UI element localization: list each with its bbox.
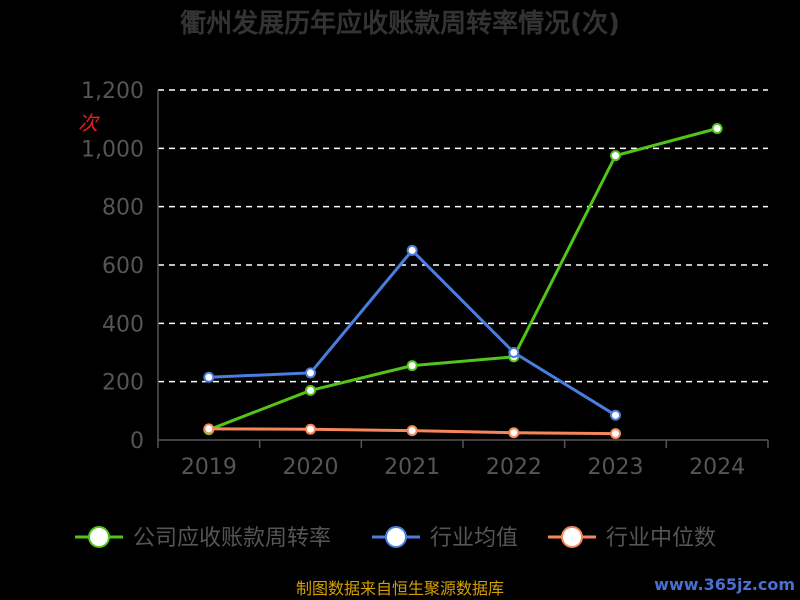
legend-item-0[interactable]: 公司应收账款周转率 [75, 526, 331, 551]
data-point-2-2019[interactable] [203, 423, 215, 435]
legend-swatch-marker [88, 526, 110, 548]
source-note: 制图数据来自恒生聚源数据库 [296, 579, 504, 598]
chart-title: 衢州发展历年应收账款周转率情况(次) [180, 8, 620, 39]
x-tick-label-2020: 2020 [283, 455, 339, 480]
legend-item-1[interactable]: 行业均值 [372, 526, 518, 551]
data-point-2-2021[interactable] [406, 425, 418, 437]
series-line-0 [208, 127, 718, 432]
unit-mark: 次 [78, 111, 100, 135]
series-group [203, 123, 723, 440]
y-tick-label-6: 1,200 [81, 79, 144, 104]
legend-item-2[interactable]: 行业中位数 [548, 526, 716, 551]
grid-lines [158, 89, 768, 383]
y-tick-label-3: 600 [102, 254, 144, 279]
x-axis-ticks: 2019 2020 2021 2022 2023 2024 [181, 455, 745, 480]
x-tick-label-2021: 2021 [384, 455, 440, 480]
data-point-1-2023[interactable] [610, 409, 621, 421]
y-axis-ticks: 0 200 400 600 800 1,000 1,200 [81, 79, 144, 454]
data-point-0-2023[interactable] [610, 150, 621, 162]
y-tick-label-5: 1,000 [81, 137, 144, 162]
data-point-0-2020[interactable] [305, 384, 316, 396]
data-point-0-2024[interactable] [711, 123, 723, 134]
data-point-2-2022[interactable] [508, 427, 520, 439]
data-point-1-2021[interactable] [406, 244, 418, 256]
legend-swatch-marker [561, 526, 583, 548]
data-point-2-2023[interactable] [610, 428, 621, 440]
legend-label: 行业均值 [430, 526, 518, 551]
legend[interactable]: 公司应收账款周转率 行业均值 行业中位数 [75, 526, 716, 551]
x-tick-label-2022: 2022 [486, 455, 542, 480]
data-point-1-2020[interactable] [305, 367, 316, 379]
data-point-0-2021[interactable] [406, 360, 418, 372]
data-point-2-2020[interactable] [305, 423, 316, 435]
x-tick-label-2023: 2023 [588, 455, 644, 480]
data-point-1-2022[interactable] [508, 347, 520, 358]
y-tick-label-1: 200 [102, 371, 144, 396]
x-tick-label-2019: 2019 [181, 455, 237, 480]
legend-label: 公司应收账款周转率 [133, 526, 331, 551]
watermark: www.365jz.com [654, 575, 795, 594]
legend-label: 行业中位数 [606, 526, 716, 551]
y-tick-label-0: 0 [130, 429, 144, 454]
axes [157, 90, 769, 448]
y-tick-label-4: 800 [102, 196, 144, 221]
y-tick-label-2: 400 [102, 312, 144, 337]
data-point-1-2019[interactable] [203, 371, 215, 383]
x-tick-label-2024: 2024 [689, 455, 745, 480]
legend-swatch-marker [385, 526, 407, 548]
